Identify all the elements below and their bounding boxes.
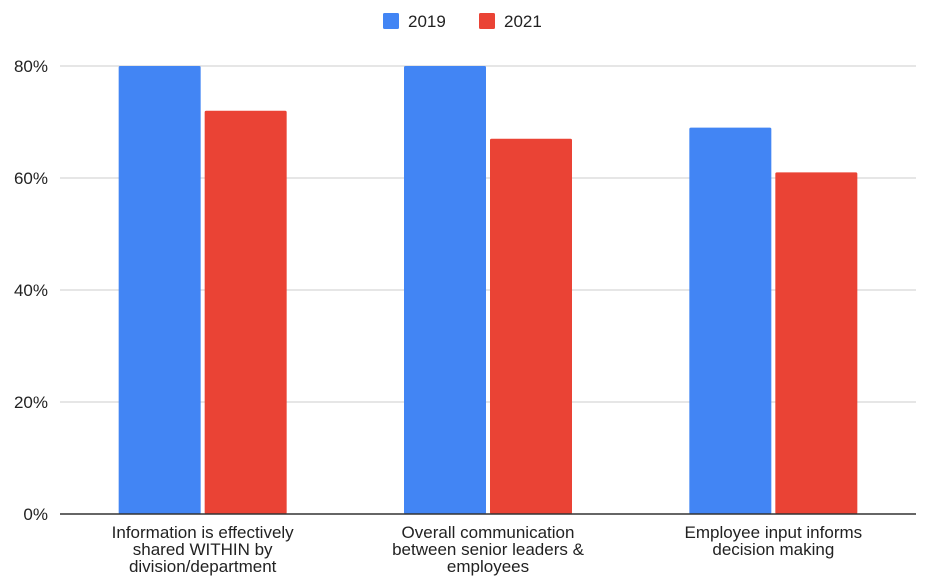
- legend-swatch-2021: [479, 13, 495, 29]
- y-tick-label: 20%: [14, 393, 48, 412]
- bars: [118, 66, 858, 515]
- bar-2021-3: [775, 172, 858, 514]
- y-axis: 0% 20% 40% 60% 80%: [14, 57, 48, 524]
- bar-2021-2: [490, 138, 572, 515]
- bar-2019-3: [689, 127, 772, 514]
- legend-label-2019: 2019: [408, 12, 446, 31]
- legend-label-2021: 2021: [504, 12, 542, 31]
- x-category-label: Information is effectively shared WITHIN …: [112, 523, 295, 576]
- x-category-label: Employee input informs decision making: [685, 523, 863, 559]
- bar-2019-1: [118, 66, 201, 514]
- bar-2019-2: [404, 66, 486, 514]
- x-category-label: Overall communication between senior lead…: [392, 523, 585, 576]
- y-tick-label: 40%: [14, 281, 48, 300]
- legend-swatch-2019: [383, 13, 399, 29]
- y-tick-label: 80%: [14, 57, 48, 76]
- legend: 2019 2021: [383, 12, 542, 31]
- bar-2021-1: [204, 110, 287, 515]
- gridlines: [60, 65, 916, 403]
- x-axis: Information is effectively shared WITHIN …: [60, 513, 916, 576]
- y-tick-label: 60%: [14, 169, 48, 188]
- y-tick-label: 0%: [23, 505, 48, 524]
